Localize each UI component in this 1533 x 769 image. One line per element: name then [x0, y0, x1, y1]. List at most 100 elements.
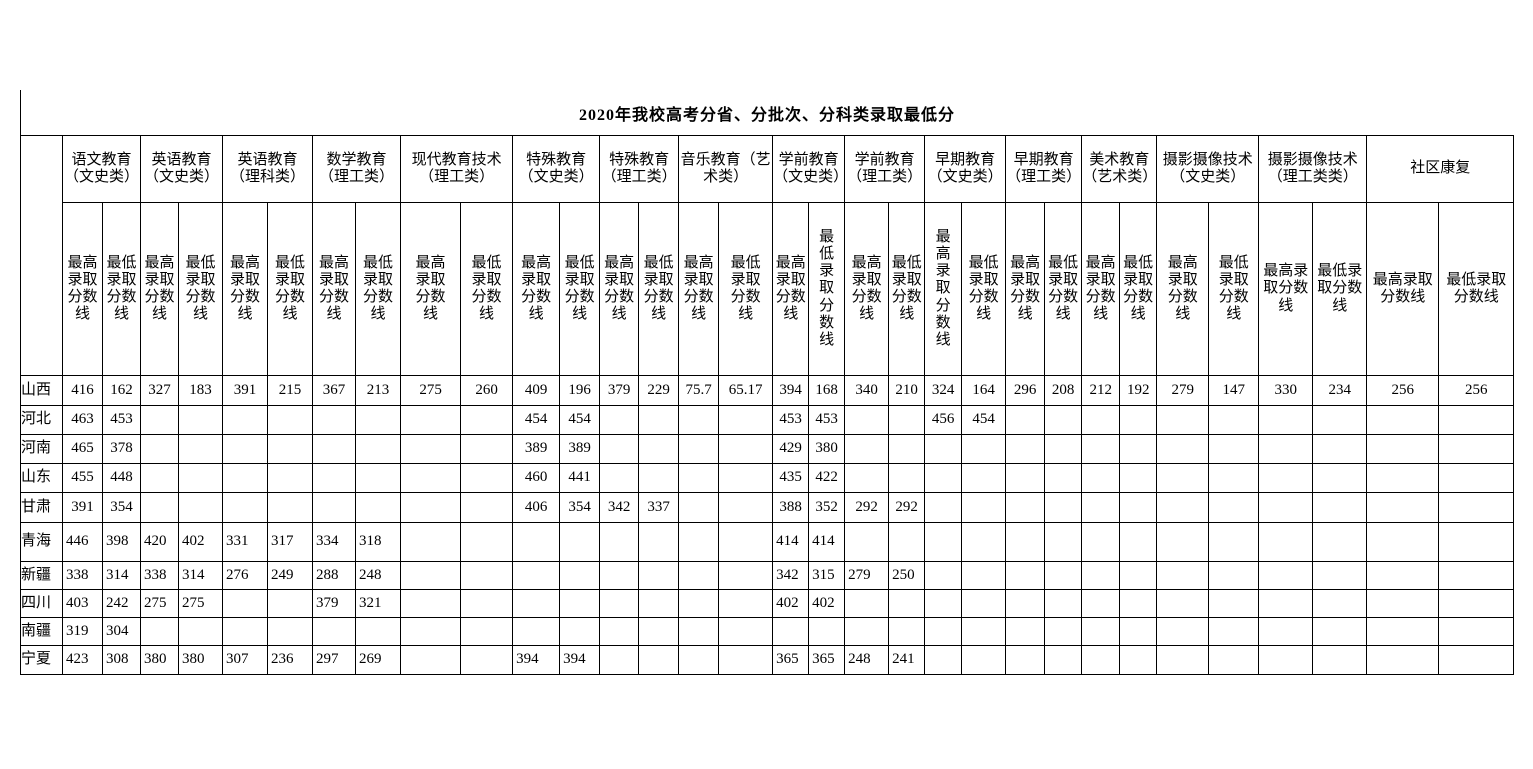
score-cell	[1044, 405, 1083, 435]
score-cell	[1258, 434, 1314, 464]
score-cell	[1156, 645, 1210, 675]
score-cell	[1044, 617, 1083, 646]
score-cell	[460, 434, 514, 464]
score-cell	[678, 561, 720, 590]
category-header: 早期教育（文史类）	[924, 135, 1007, 203]
score-cell	[924, 589, 963, 618]
score-cell	[638, 463, 680, 493]
score-cell: 367	[312, 375, 357, 406]
score-cell	[312, 463, 357, 493]
score-cell	[599, 405, 640, 435]
category-header: 音乐教育（艺术类）	[678, 135, 774, 203]
score-cell	[1044, 522, 1083, 562]
score-cell	[178, 492, 224, 523]
score-cell	[1044, 645, 1083, 675]
score-cell: 168	[808, 375, 846, 406]
score-cell	[888, 463, 926, 493]
score-cell: 378	[101, 434, 142, 464]
score-cell	[1208, 522, 1260, 562]
score-cell: 196	[559, 375, 601, 406]
table-row: 四川 403 242 275 275 379 321 402 402	[20, 589, 1515, 618]
score-cell: 456	[924, 405, 963, 435]
score-cell: 183	[178, 375, 224, 406]
score-cell: 394	[772, 375, 810, 406]
score-cell	[924, 645, 963, 675]
score-cell	[400, 617, 462, 646]
score-cell: 292	[844, 492, 890, 523]
score-cell	[888, 434, 926, 464]
admission-score-sheet: 2020年我校高考分省、分批次、分科类录取最低分 语文教育（文史类） 英语教育（文…	[20, 90, 1515, 675]
score-cell	[678, 492, 720, 523]
score-cell	[924, 561, 963, 590]
score-cell	[460, 589, 514, 618]
score-cell: 279	[1156, 375, 1210, 406]
score-cell	[599, 434, 640, 464]
score-cell	[267, 617, 314, 646]
score-cell	[1258, 463, 1314, 493]
subheader-cell: 最低录取分数线	[1438, 202, 1515, 376]
score-cell	[1366, 463, 1440, 493]
score-cell	[1208, 589, 1260, 618]
score-cell	[1044, 492, 1083, 523]
score-cell	[400, 645, 462, 675]
subheader-cell: 最低录取分数线	[559, 202, 601, 376]
score-cell	[638, 434, 680, 464]
score-cell	[1005, 405, 1046, 435]
score-cell	[1208, 405, 1260, 435]
score-cell	[1156, 492, 1210, 523]
score-cell	[559, 617, 601, 646]
score-cell: 402	[772, 589, 810, 618]
score-cell: 380	[808, 434, 846, 464]
score-cell: 460	[512, 463, 561, 493]
score-cell: 304	[101, 617, 142, 646]
score-cell: 394	[559, 645, 601, 675]
table-row: 宁夏 423 308 380 380 307 236 297 269 394 394 365 365 24…	[20, 645, 1515, 675]
score-cell: 75.7	[678, 375, 720, 406]
score-cell: 248	[844, 645, 890, 675]
province-cell: 甘肃	[20, 492, 63, 523]
score-cell	[1258, 589, 1314, 618]
subheader-cell: 最低录取分数线	[267, 202, 314, 376]
score-cell	[1005, 463, 1046, 493]
subheader-cell: 最低录取分数线	[1044, 202, 1083, 376]
score-cell: 269	[355, 645, 402, 675]
score-cell: 389	[512, 434, 561, 464]
score-cell	[1156, 561, 1210, 590]
score-cell	[1044, 434, 1083, 464]
corner-cell	[20, 135, 63, 376]
score-cell	[1312, 463, 1368, 493]
score-cell	[961, 645, 1007, 675]
subheader-cell: 最高录取分数线	[844, 202, 890, 376]
category-header: 英语教育（理科类）	[222, 135, 314, 203]
score-cell	[267, 589, 314, 618]
score-cell	[599, 522, 640, 562]
score-cell	[718, 589, 774, 618]
score-cell: 234	[1312, 375, 1368, 406]
score-cell: 454	[512, 405, 561, 435]
score-cell: 250	[888, 561, 926, 590]
subheader-cell: 最低录取分数线	[1119, 202, 1158, 376]
province-cell: 河南	[20, 434, 63, 464]
score-cell	[1438, 617, 1515, 646]
score-cell: 338	[140, 561, 180, 590]
score-cell: 448	[101, 463, 142, 493]
score-cell	[222, 463, 269, 493]
score-cell: 236	[267, 645, 314, 675]
score-cell	[400, 434, 462, 464]
score-cell	[460, 405, 514, 435]
score-cell	[678, 405, 720, 435]
subheader-cell: 最低录取分数线	[961, 202, 1007, 376]
score-cell	[678, 434, 720, 464]
score-cell	[961, 522, 1007, 562]
score-cell: 314	[101, 561, 142, 590]
score-cell	[1366, 522, 1440, 562]
score-cell	[678, 645, 720, 675]
score-cell	[1005, 492, 1046, 523]
score-cell: 337	[638, 492, 680, 523]
score-cell	[888, 405, 926, 435]
score-cell: 318	[355, 522, 402, 562]
score-cell: 394	[512, 645, 561, 675]
score-cell: 342	[599, 492, 640, 523]
score-cell: 327	[140, 375, 180, 406]
score-cell: 391	[62, 492, 103, 523]
